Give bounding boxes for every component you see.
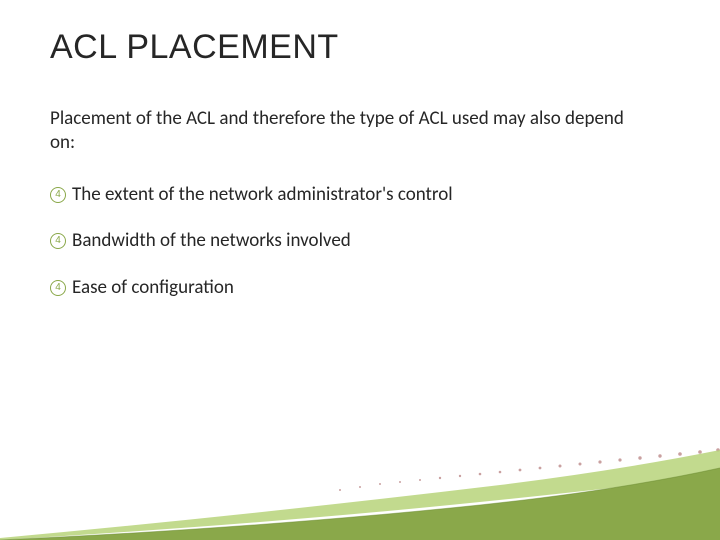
bullet-text: Ease of configuration <box>72 276 670 301</box>
bullet-icon: 4 <box>50 280 66 296</box>
decor-swoosh <box>0 420 720 540</box>
decor-dots <box>339 448 720 491</box>
bullet-icon: 4 <box>50 233 66 249</box>
slide: ACL PLACEMENT Placement of the ACL and t… <box>0 0 720 540</box>
list-item: 4 Ease of configuration <box>50 276 670 301</box>
decor-swoosh-main <box>0 468 720 540</box>
decor-swoosh-light <box>0 450 720 540</box>
bullet-icon: 4 <box>50 187 66 203</box>
bullet-text: Bandwidth of the networks involved <box>72 229 670 254</box>
list-item: 4 The extent of the network administrato… <box>50 183 670 208</box>
decor-swoosh-edge <box>0 468 720 540</box>
page-title: ACL PLACEMENT <box>50 28 670 67</box>
bullet-list: 4 The extent of the network administrato… <box>50 183 670 301</box>
intro-text: Placement of the ACL and therefore the t… <box>50 107 630 155</box>
list-item: 4 Bandwidth of the networks involved <box>50 229 670 254</box>
bullet-text: The extent of the network administrator'… <box>72 183 670 208</box>
